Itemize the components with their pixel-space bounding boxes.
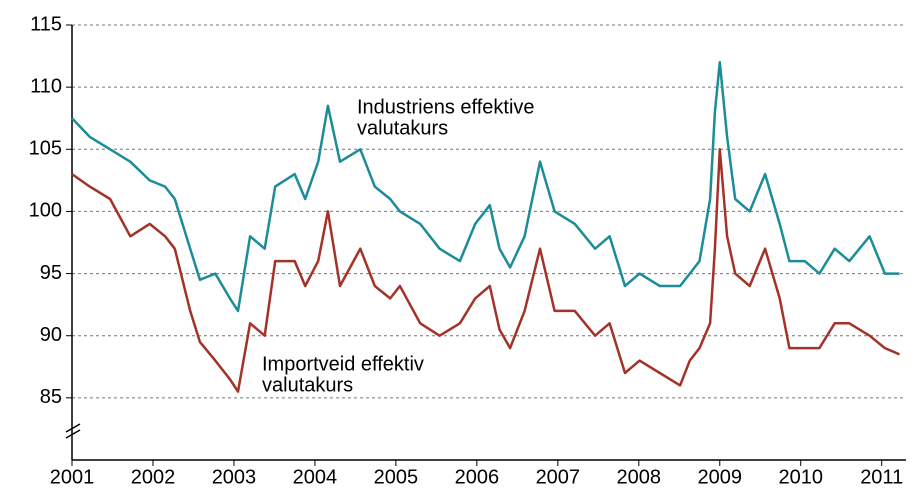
y-tick-label: 110 bbox=[30, 75, 62, 97]
x-tick-label: 2008 bbox=[617, 466, 662, 486]
x-tick-label: 2005 bbox=[374, 466, 419, 486]
annotation: valutakurs bbox=[357, 117, 448, 139]
series-line bbox=[71, 61, 900, 313]
x-tick-label: 2011 bbox=[860, 466, 903, 486]
series-line bbox=[71, 148, 900, 393]
x-tick-label: 2007 bbox=[536, 466, 581, 486]
y-tick-label: 100 bbox=[29, 200, 62, 222]
x-tick-label: 2010 bbox=[778, 466, 823, 486]
x-tick-label: 2003 bbox=[212, 466, 257, 486]
axis-break bbox=[65, 429, 81, 439]
x-tick-label: 2004 bbox=[293, 466, 338, 486]
y-tick-label: 115 bbox=[30, 13, 62, 35]
annotation: valutakurs bbox=[262, 374, 353, 396]
y-tick-label: 90 bbox=[40, 324, 62, 346]
annotation: Importveid effektiv bbox=[262, 353, 424, 375]
y-tick-label: 95 bbox=[40, 262, 62, 284]
x-tick-label: 2001 bbox=[50, 466, 95, 486]
x-tick-label: 2009 bbox=[698, 466, 743, 486]
y-tick-label: 85 bbox=[40, 386, 62, 408]
annotation: Industriens effektive bbox=[357, 96, 535, 118]
x-tick-label: 2006 bbox=[455, 466, 500, 486]
axis-break bbox=[65, 423, 81, 433]
y-tick-label: 105 bbox=[29, 138, 62, 160]
x-tick-label: 2002 bbox=[131, 466, 176, 486]
